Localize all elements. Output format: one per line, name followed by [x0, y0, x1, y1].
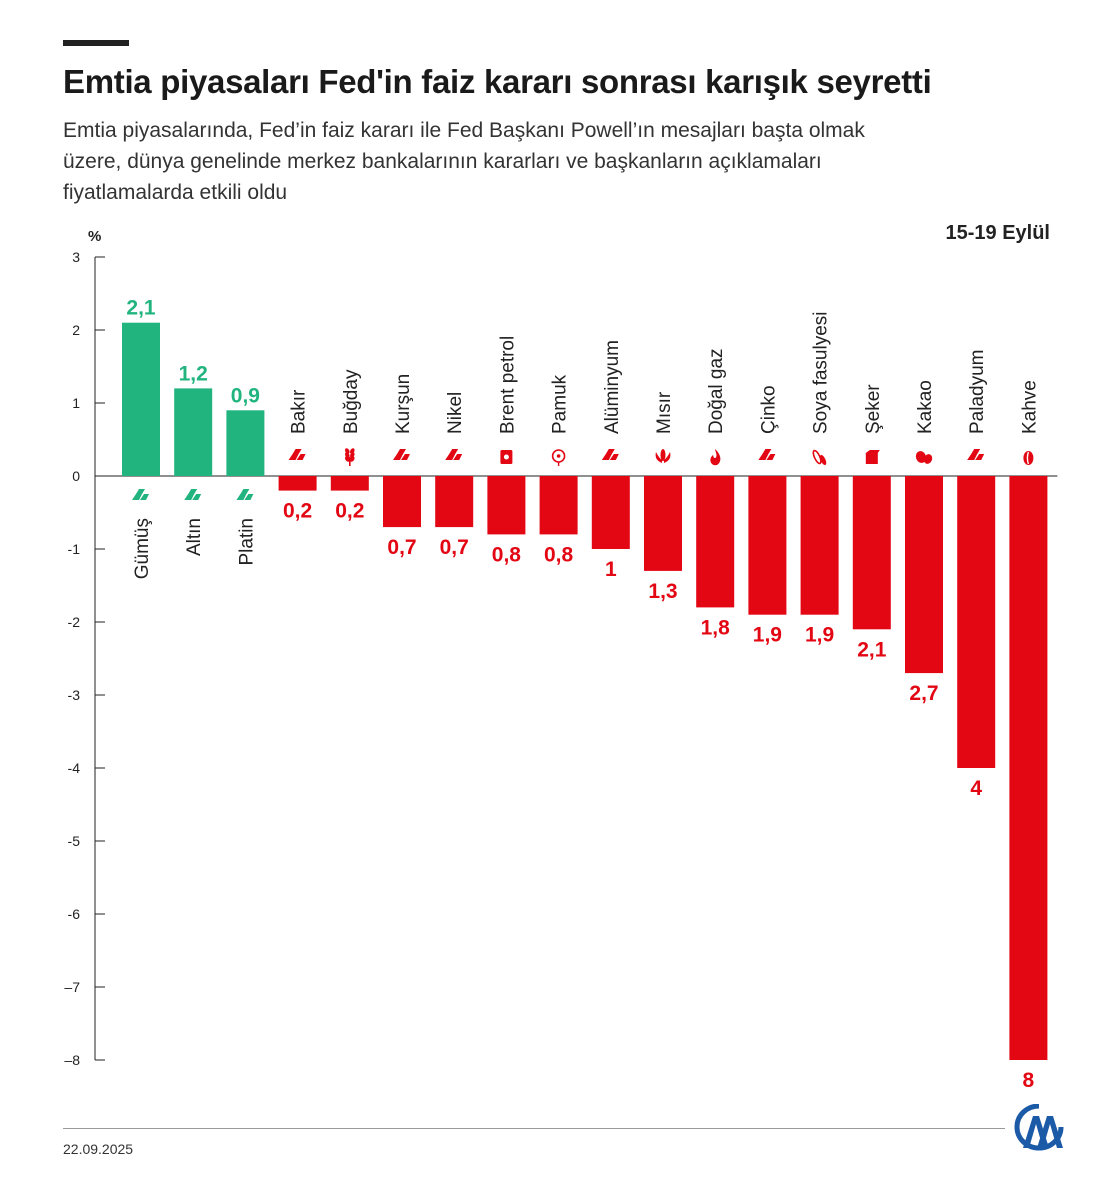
category-label-seker: Şeker: [863, 384, 884, 434]
coffee-bean-icon: [1023, 451, 1034, 465]
bullion-icon: [758, 449, 776, 460]
bar-kakao: [905, 476, 943, 674]
bar-brent-petrol: [487, 476, 526, 535]
value-label-pamuk: 0,8: [544, 543, 574, 566]
category-label-aluminyum: Alüminyum: [602, 340, 623, 434]
bar-dogal-gaz: [696, 476, 735, 608]
bullion-icon: [184, 489, 202, 500]
chart-title: Emtia piyasaları Fed'in faiz kararı sonr…: [63, 63, 932, 100]
value-label-nikel: 0,7: [440, 536, 469, 559]
oil-barrel-icon: [500, 450, 513, 464]
bar-gumus: [122, 322, 160, 476]
y-tick-label: –7: [64, 979, 80, 995]
aa-logo-icon: [1014, 1104, 1064, 1151]
bar-paladyum: [957, 476, 996, 768]
y-tick-label: 2: [72, 322, 80, 338]
top-accent-rule: [63, 40, 129, 46]
bar-soya-fasulyesi: [800, 476, 839, 615]
y-tick-label: -4: [68, 760, 81, 776]
value-label-seker: 2,1: [857, 638, 887, 661]
value-label-dogal-gaz: 1,8: [701, 616, 731, 639]
category-label-brent-petrol: Brent petrol: [497, 336, 518, 434]
bar-altin: [174, 388, 213, 476]
value-label-altin: 1,2: [179, 362, 208, 385]
category-label-pamuk: Pamuk: [550, 374, 571, 434]
category-label-kahve: Kahve: [1019, 380, 1040, 434]
category-label-altin: Altın: [184, 518, 205, 556]
publish-date: 22.09.2025: [63, 1141, 134, 1157]
bullion-icon: [393, 449, 410, 460]
bar-seker: [852, 476, 891, 630]
flame-icon: [710, 449, 721, 466]
corn-icon: [655, 449, 671, 463]
category-label-nikel: Nikel: [445, 392, 466, 434]
value-label-soya-fasulyesi: 1,9: [805, 624, 834, 647]
bar-kahve: [1009, 476, 1048, 1060]
category-label-misir: Mısır: [654, 391, 675, 434]
category-label-cinko: Çinko: [758, 385, 779, 434]
value-label-kahve: 8: [1023, 1069, 1035, 1092]
value-label-bugday: 0,2: [335, 500, 364, 523]
value-label-cinko: 1,9: [753, 624, 782, 647]
value-label-brent-petrol: 0,8: [492, 543, 522, 566]
soybean-icon: [812, 449, 827, 466]
value-label-gumus: 2,1: [126, 297, 156, 320]
bullion-icon: [288, 449, 306, 460]
y-axis-unit-label: %: [88, 228, 101, 245]
period-label: 15-19 Eylül: [945, 222, 1050, 244]
y-tick-label: -1: [68, 541, 81, 557]
category-label-bugday: Buğday: [341, 369, 362, 434]
bullion-icon: [445, 449, 463, 460]
cocoa-pod-icon: [915, 451, 933, 464]
bullion-icon: [236, 489, 254, 500]
category-label-dogal-gaz: Doğal gaz: [706, 348, 727, 434]
y-tick-label: 0: [72, 468, 80, 484]
bar-aluminyum: [591, 476, 630, 549]
y-tick-label: 3: [72, 249, 80, 265]
bar-platin: [226, 410, 265, 476]
category-label-kakao: Kakao: [915, 380, 936, 434]
y-tick-label: 1: [72, 395, 80, 411]
y-tick-label: -3: [68, 687, 81, 703]
category-label-gumus: Gümüş: [132, 518, 153, 579]
y-tick-label: –8: [64, 1052, 80, 1068]
bar-kursun: [383, 476, 421, 528]
value-label-paladyum: 4: [970, 777, 982, 800]
bar-pamuk: [539, 476, 578, 535]
y-tick-label: -2: [68, 614, 81, 630]
y-tick-label: -6: [68, 906, 81, 922]
bar-nikel: [435, 476, 474, 528]
bar-misir: [644, 476, 682, 571]
value-label-kursun: 0,7: [387, 536, 416, 559]
bar-cinko: [748, 476, 787, 615]
category-label-paladyum: Paladyum: [967, 350, 988, 435]
cotton-icon: [551, 449, 566, 466]
footer-rule: [63, 1128, 1005, 1129]
bullion-icon: [601, 449, 619, 460]
value-label-misir: 1,3: [648, 580, 677, 603]
y-tick-label: -5: [68, 833, 81, 849]
category-label-platin: Platin: [236, 518, 257, 566]
value-label-platin: 0,9: [231, 384, 260, 407]
wheat-icon: [345, 448, 355, 466]
category-label-kursun: Kurşun: [393, 374, 414, 434]
bullion-icon: [967, 449, 985, 460]
sugar-cube-icon: [865, 450, 880, 464]
category-label-bakir: Bakır: [289, 389, 310, 434]
bullion-icon: [132, 489, 149, 500]
chart-subtitle: Emtia piyasalarında, Fed’in faiz kararı …: [63, 119, 865, 204]
value-label-bakir: 0,2: [283, 500, 312, 523]
bar-bugday: [330, 476, 369, 491]
category-label-soya-fasulyesi: Soya fasulyesi: [811, 311, 832, 434]
value-label-kakao: 2,7: [909, 682, 938, 705]
bar-bakir: [278, 476, 317, 491]
value-label-aluminyum: 1: [605, 558, 617, 581]
